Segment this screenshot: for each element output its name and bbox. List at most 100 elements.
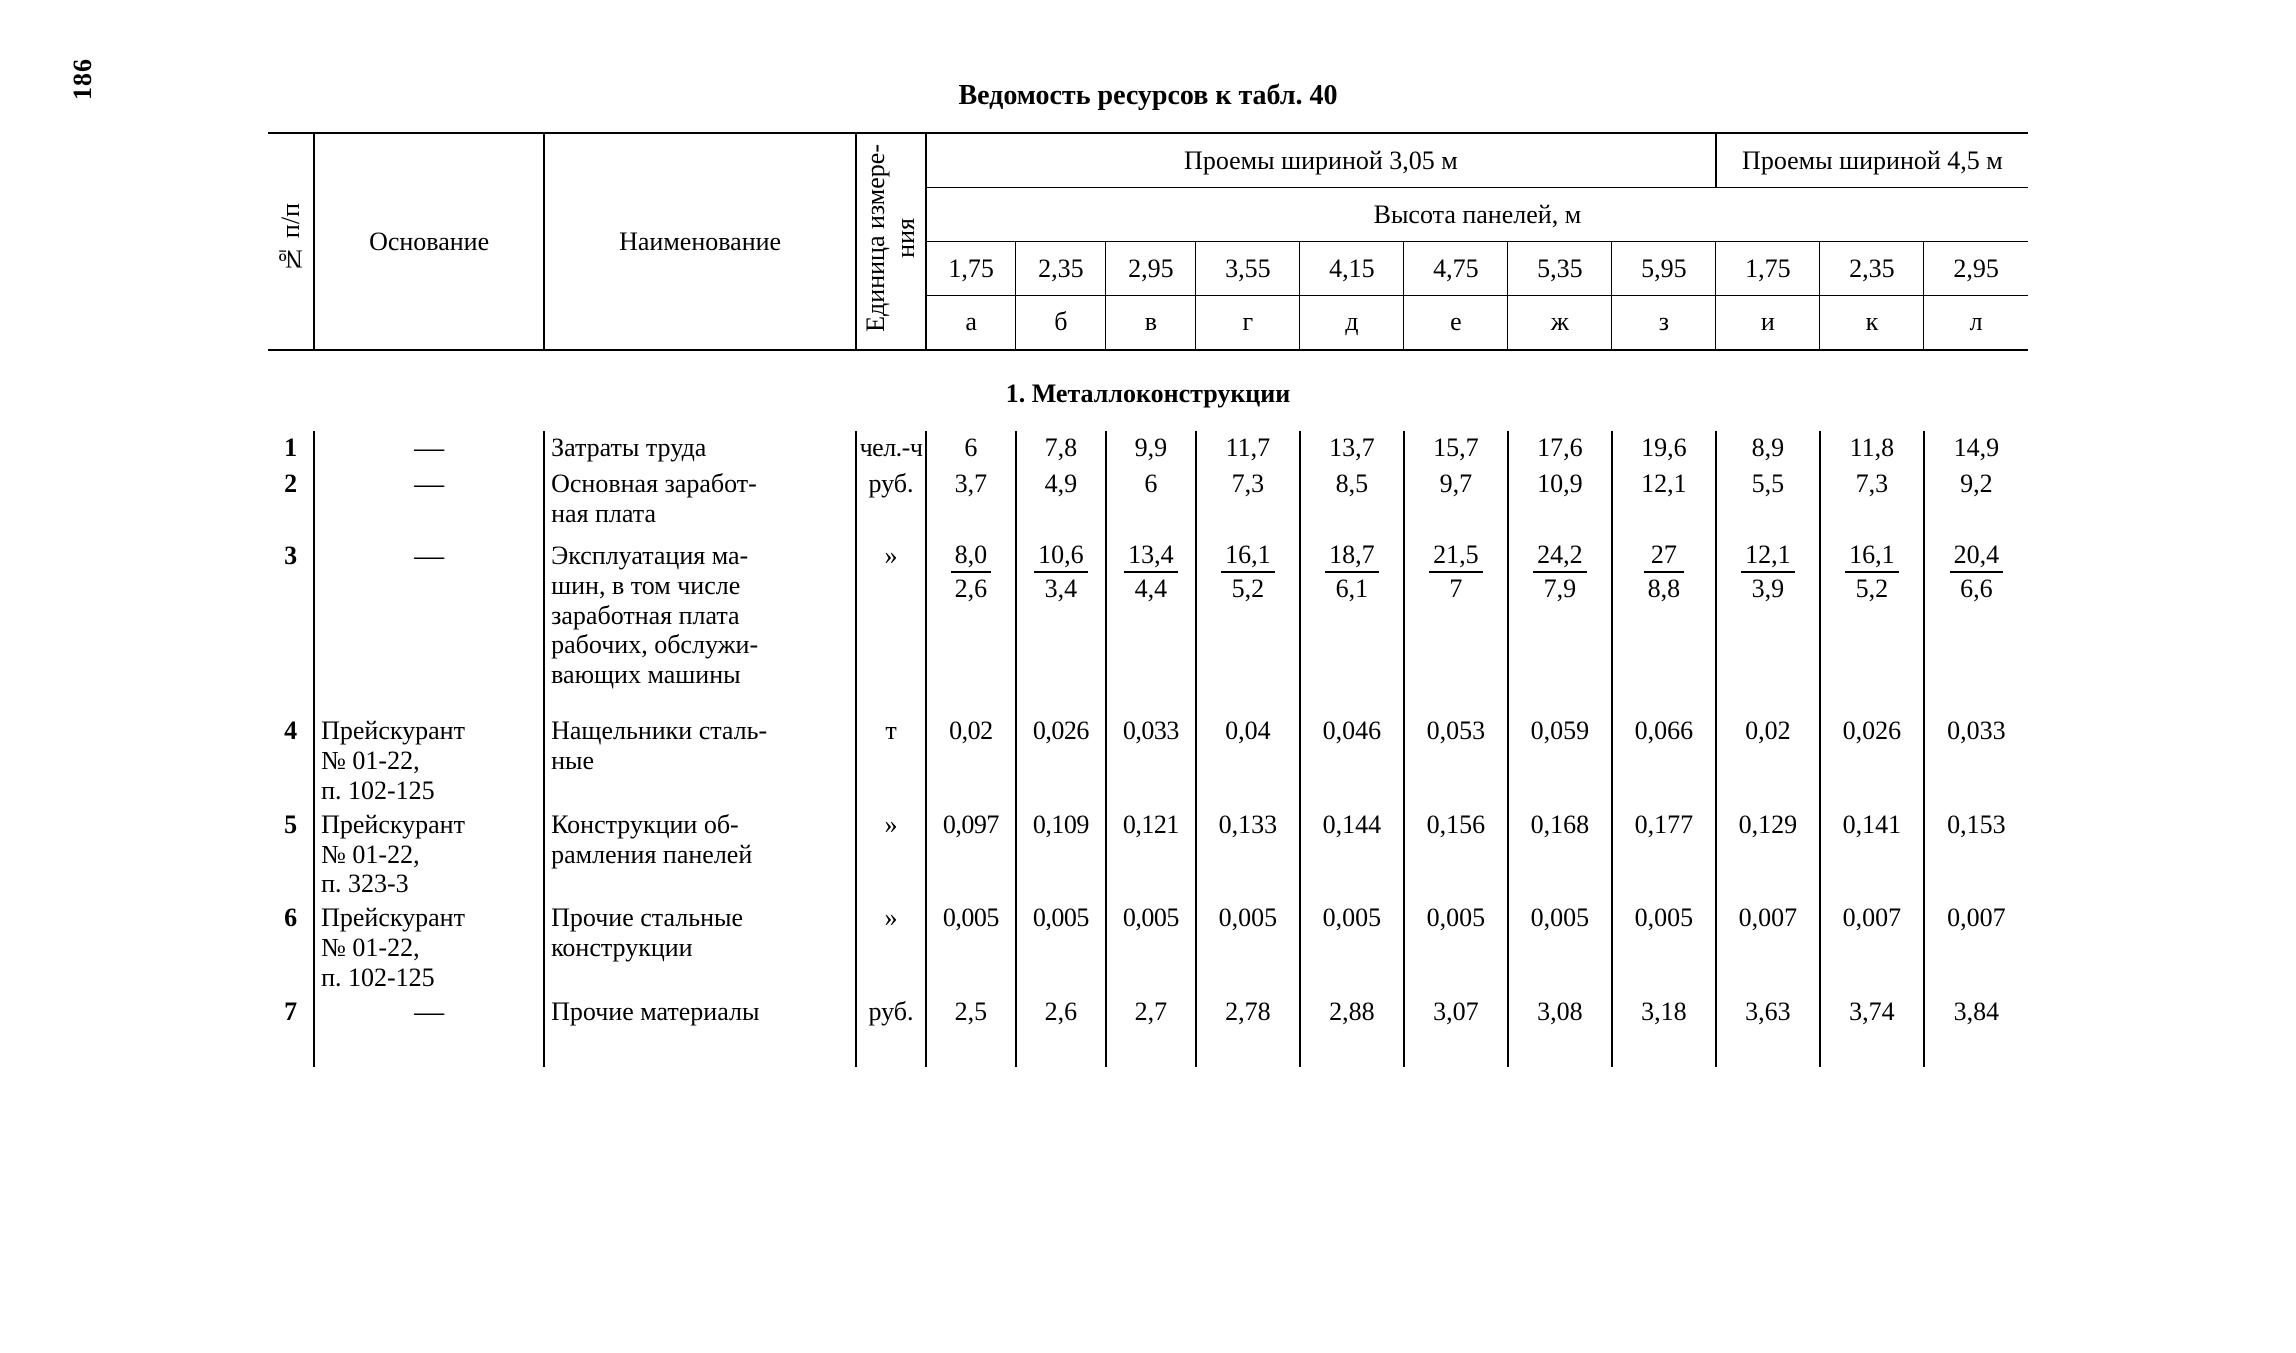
- cell-basis: —: [314, 467, 544, 503]
- cell-basis: —: [314, 539, 544, 606]
- section-1-title: 1. Металлоконструкции: [268, 350, 2028, 431]
- cell-v: 0,005: [1612, 901, 1716, 948]
- table-row: 2 — Основная заработ- ная плата руб. 3,7…: [268, 467, 2028, 503]
- hdr-l-7: з: [1612, 295, 1716, 350]
- hdr-l-1: б: [1016, 295, 1106, 350]
- cell-v: 9,2: [1924, 467, 2028, 503]
- cell-idx: 3: [268, 539, 314, 606]
- cell-name: Прочие стальные конструкции: [544, 901, 856, 995]
- cell-v: 0,133: [1196, 808, 1300, 855]
- cell-v: 7,3: [1820, 467, 1924, 503]
- cell-idx: 7: [268, 995, 314, 1031]
- table-title: Ведомость ресурсов к табл. 40: [50, 80, 2246, 112]
- cell-v: 12,1: [1612, 467, 1716, 503]
- cell-basis: Прейскурант № 01-22, п. 102-125: [314, 714, 544, 808]
- cell-unit: чел.-ч: [856, 431, 926, 467]
- cell-v: 16,15,2: [1196, 539, 1300, 606]
- cell-v: 0,156: [1404, 808, 1508, 855]
- cell-v: 0,02: [1716, 714, 1820, 761]
- cell-name: Нащельники сталь- ные: [544, 714, 856, 808]
- hdr-l-9: к: [1820, 295, 1924, 350]
- cell-v: 7,8: [1016, 431, 1106, 467]
- cell-v: 9,7: [1404, 467, 1508, 503]
- hdr-h-3: 3,55: [1196, 242, 1300, 296]
- table-row: 3 — Эксплуатация ма- шин, в том числе за…: [268, 539, 2028, 606]
- cell-v: 0,026: [1820, 714, 1924, 761]
- cell-v: 0,005: [1404, 901, 1508, 948]
- cell-v: 2,6: [1016, 995, 1106, 1031]
- cell-v: 11,7: [1196, 431, 1300, 467]
- cell-v: 3,63: [1716, 995, 1820, 1031]
- cell-v: 0,059: [1508, 714, 1612, 761]
- hdr-h-10: 2,95: [1924, 242, 2028, 296]
- hdr-idx: № п/п: [276, 199, 306, 278]
- cell-v: 7,3: [1196, 467, 1300, 503]
- cell-v: 0,153: [1924, 808, 2028, 855]
- cell-name: Основная заработ- ная плата: [544, 467, 856, 539]
- cell-name: Затраты труда: [544, 431, 856, 467]
- hdr-h-0: 1,75: [926, 242, 1016, 296]
- cell-v: 6: [926, 431, 1016, 467]
- cell-v: 0,033: [1924, 714, 2028, 761]
- hdr-l-0: а: [926, 295, 1016, 350]
- cell-v: 19,6: [1612, 431, 1716, 467]
- cell-name: Конструкции об- рамления панелей: [544, 808, 856, 902]
- cell-v: 12,13,9: [1716, 539, 1820, 606]
- cell-name: Эксплуатация ма- шин, в том числе зарабо…: [544, 539, 856, 714]
- cell-v: 0,033: [1106, 714, 1196, 761]
- cell-idx: 5: [268, 808, 314, 855]
- cell-idx: 2: [268, 467, 314, 503]
- hdr-l-8: и: [1716, 295, 1820, 350]
- cell-v: 0,129: [1716, 808, 1820, 855]
- hdr-panel-height: Высота панелей, м: [926, 188, 2028, 242]
- table-row: 5 Прейскурант № 01-22, п. 323-3 Конструк…: [268, 808, 2028, 855]
- cell-v: 0,005: [1106, 901, 1196, 948]
- cell-v: 2,5: [926, 995, 1016, 1031]
- hdr-unit: Единица измере- ния: [861, 140, 921, 336]
- hdr-h-8: 1,75: [1716, 242, 1820, 296]
- cell-v: 9,9: [1106, 431, 1196, 467]
- hdr-name: Наименование: [544, 133, 856, 350]
- hdr-l-5: е: [1404, 295, 1508, 350]
- cell-unit: руб.: [856, 995, 926, 1031]
- cell-v: 5,5: [1716, 467, 1820, 503]
- cell-v: 0,168: [1508, 808, 1612, 855]
- cell-basis: —: [314, 995, 544, 1031]
- cell-v: 2,78: [1196, 995, 1300, 1031]
- cell-idx: 6: [268, 901, 314, 948]
- cell-idx: 1: [268, 431, 314, 467]
- cell-v: 3,84: [1924, 995, 2028, 1031]
- cell-v: 0,005: [1300, 901, 1404, 948]
- cell-unit: »: [856, 808, 926, 855]
- cell-v: 6: [1106, 467, 1196, 503]
- cell-v: 0,097: [926, 808, 1016, 855]
- cell-v: 3,7: [926, 467, 1016, 503]
- cell-name: Прочие материалы: [544, 995, 856, 1031]
- cell-v: 0,005: [1508, 901, 1612, 948]
- cell-v: 2,88: [1300, 995, 1404, 1031]
- hdr-h-9: 2,35: [1820, 242, 1924, 296]
- table-row: 1 — Затраты труда чел.-ч 6 7,8 9,9 11,7 …: [268, 431, 2028, 467]
- cell-v: 0,005: [926, 901, 1016, 948]
- cell-basis: Прейскурант № 01-22, п. 102-125: [314, 901, 544, 995]
- cell-v: 15,7: [1404, 431, 1508, 467]
- cell-v: 0,046: [1300, 714, 1404, 761]
- hdr-h-5: 4,75: [1404, 242, 1508, 296]
- hdr-basis: Основание: [314, 133, 544, 350]
- hdr-h-1: 2,35: [1016, 242, 1106, 296]
- hdr-h-7: 5,95: [1612, 242, 1716, 296]
- cell-v: 13,7: [1300, 431, 1404, 467]
- cell-v: 10,63,4: [1016, 539, 1106, 606]
- cell-v: 3,07: [1404, 995, 1508, 1031]
- cell-v: 8,5: [1300, 467, 1404, 503]
- cell-v: 0,053: [1404, 714, 1508, 761]
- cell-v: 16,15,2: [1820, 539, 1924, 606]
- cell-v: 0,141: [1820, 808, 1924, 855]
- table-row: 6 Прейскурант № 01-22, п. 102-125 Прочие…: [268, 901, 2028, 948]
- cell-v: 278,8: [1612, 539, 1716, 606]
- cell-v: 11,8: [1820, 431, 1924, 467]
- cell-unit: »: [856, 901, 926, 948]
- cell-v: 4,9: [1016, 467, 1106, 503]
- hdr-h-2: 2,95: [1106, 242, 1196, 296]
- table-row: [268, 1031, 2028, 1067]
